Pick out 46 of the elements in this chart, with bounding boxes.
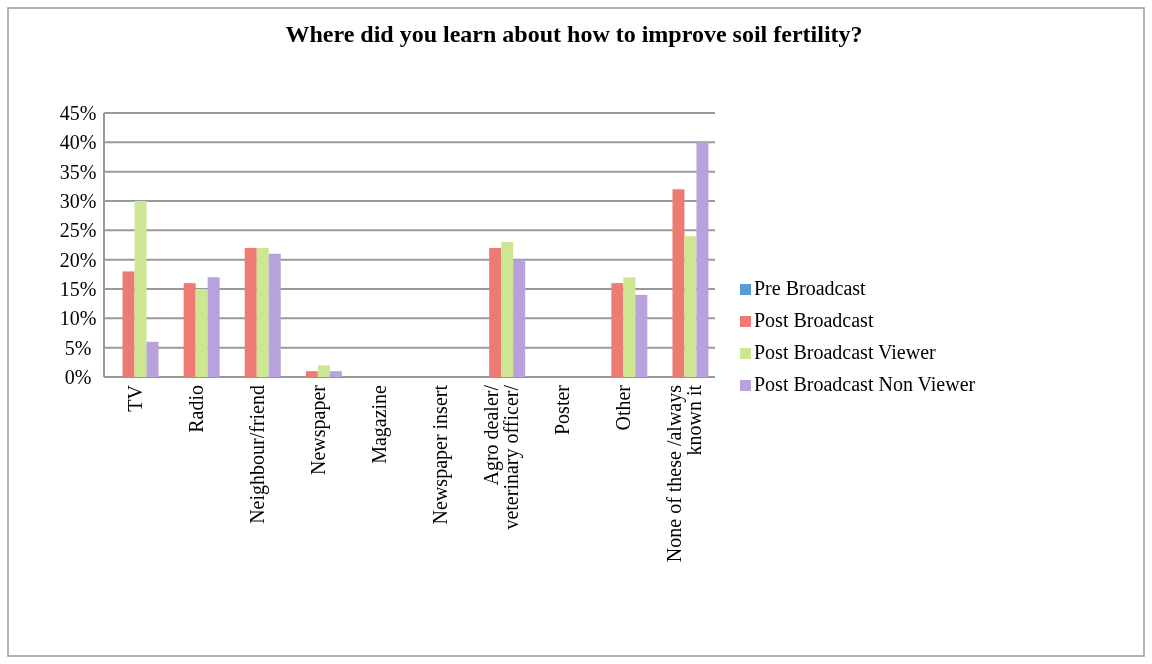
bar: [207, 277, 220, 377]
x-tick-label: Other: [612, 384, 635, 431]
x-tick-label: Poster: [551, 384, 574, 435]
bar: [501, 242, 514, 377]
x-tick-label: Neighbour/friend: [245, 385, 269, 524]
chart-title: Where did you learn about how to improve soil fertility?: [285, 21, 863, 47]
bar: [623, 277, 636, 377]
legend-label: Post Broadcast: [754, 309, 874, 331]
bar: [256, 247, 269, 377]
bar: [183, 283, 196, 377]
y-tick-label: 5%: [64, 336, 92, 359]
x-tick-label: Newspaper: [306, 384, 330, 475]
bar: [329, 371, 342, 377]
bar: [684, 236, 697, 377]
x-tick-label: Radio: [184, 385, 207, 433]
bar: [195, 289, 208, 377]
x-tick-label: Magazine: [367, 384, 391, 464]
bar: [244, 247, 257, 377]
bar: [317, 365, 330, 377]
x-tick-label: None of these /always known it: [663, 384, 706, 563]
y-tick-label: 35%: [59, 160, 97, 183]
bar: [635, 294, 648, 377]
y-tick-label: 25%: [59, 219, 97, 242]
x-tick-label: Agro dealer/ veterinary officer/: [480, 384, 524, 530]
bar: [489, 247, 502, 377]
bar: [146, 341, 159, 377]
y-tick-label: 30%: [59, 190, 97, 212]
bar: [134, 201, 147, 377]
y-tick-label: 20%: [59, 248, 97, 271]
x-tick-label: Newspaper insert: [429, 384, 453, 525]
y-tick-label: 15%: [59, 278, 97, 300]
bar: [696, 142, 709, 377]
legend-label: Pre Broadcast: [754, 277, 867, 299]
y-tick-label: 0%: [64, 366, 92, 388]
y-tick-label: 40%: [59, 131, 97, 154]
bar: [611, 283, 624, 377]
x-tick-label: TV: [123, 384, 146, 412]
bar: [122, 271, 135, 377]
legend-label: Post Broadcast Viewer: [754, 341, 937, 363]
legend-label: Post Broadcast Non Viewer: [754, 373, 976, 395]
bar: [672, 189, 685, 377]
bar: [268, 253, 281, 377]
y-tick-label: 10%: [59, 307, 97, 330]
bar: [513, 259, 526, 377]
y-tick-label: 45%: [59, 102, 97, 124]
bar: [305, 371, 318, 377]
